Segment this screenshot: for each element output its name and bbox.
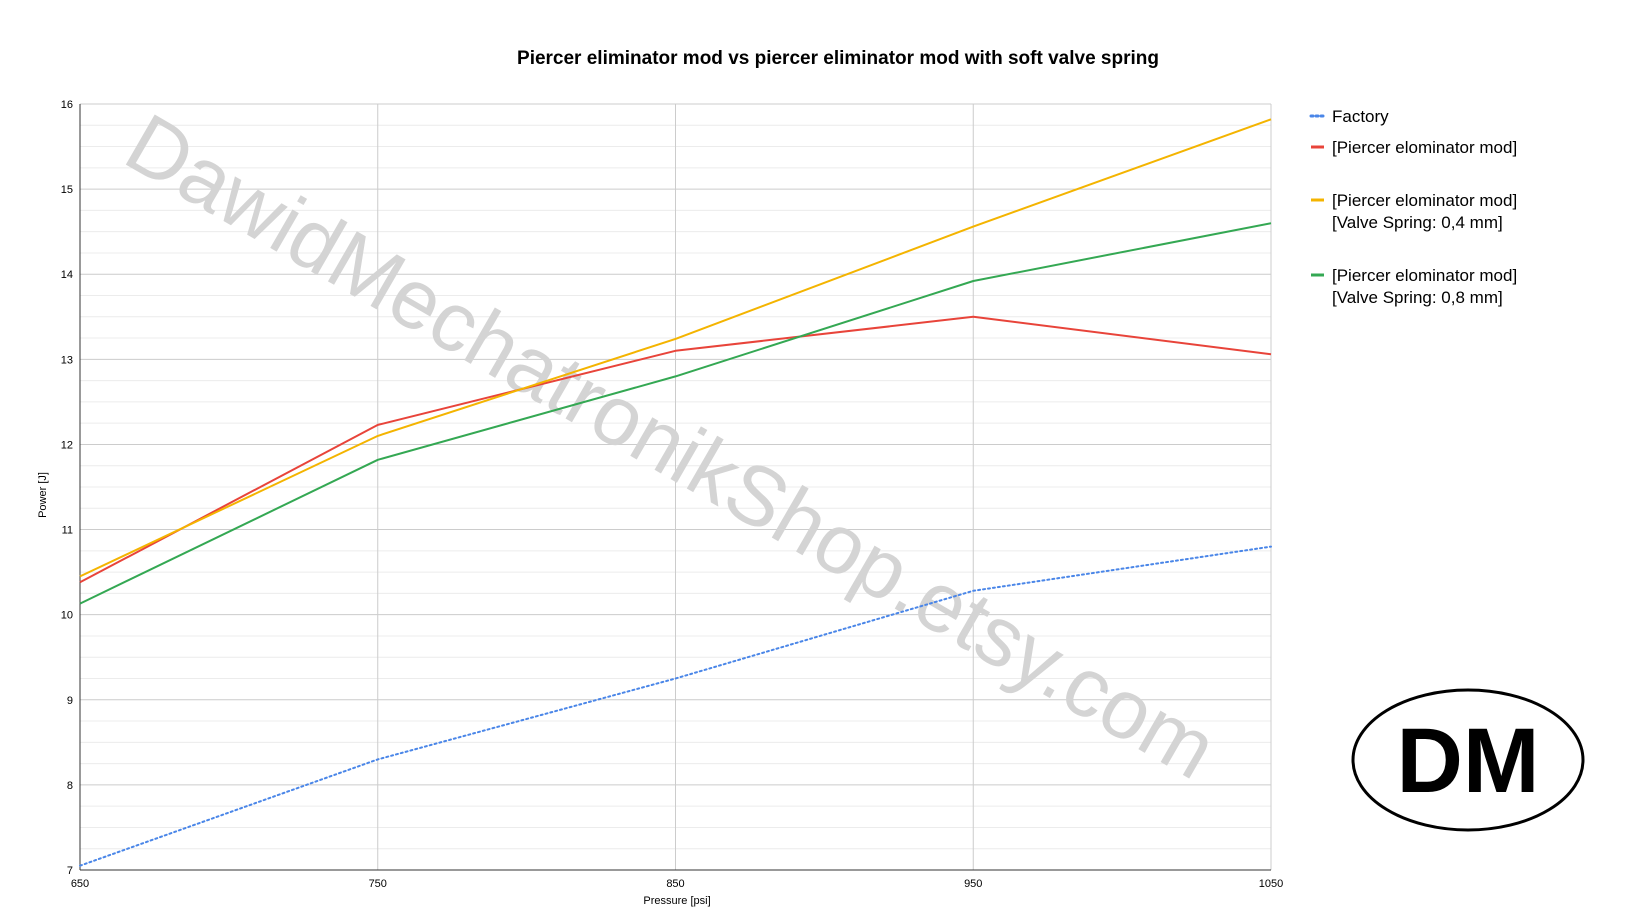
series-line-2 <box>79 315 1272 584</box>
dm-logo: DM <box>1351 688 1585 832</box>
y-tick-label: 14 <box>61 269 73 281</box>
chart-title: Piercer eliminator mod vs piercer elimin… <box>517 48 1159 69</box>
x-tick-label: 950 <box>964 878 982 890</box>
legend-label: [Valve Spring: 0,8 mm] <box>1332 288 1503 307</box>
watermark: DawidMechatronikShop.etsy.com <box>111 95 1232 797</box>
legend-item: [Piercer elominator mod] <box>1311 138 1517 157</box>
y-tick-label: 13 <box>61 354 73 366</box>
y-tick-label: 7 <box>67 865 73 877</box>
y-tick-label: 15 <box>61 184 73 196</box>
series-line-3 <box>79 118 1272 578</box>
legend-label: [Piercer elominator mod] <box>1332 138 1517 157</box>
x-tick-label: 650 <box>71 878 89 890</box>
y-tick-label: 11 <box>62 525 73 537</box>
x-tick-label: 750 <box>369 878 387 890</box>
y-tick-label: 9 <box>67 695 73 707</box>
tick-labels: 7 8 9 10 11 12 13 14 15 16 650 750 850 950 1050 <box>61 99 1283 890</box>
x-axis-label: Pressure [psi] <box>643 895 710 907</box>
legend-item: [Piercer elominator mod] [Valve Spring: 0… <box>1311 266 1517 307</box>
logo-text: DM <box>1396 710 1539 812</box>
series-line-4 <box>79 222 1272 605</box>
logo-ellipse <box>1351 688 1585 832</box>
series-lines <box>79 118 1272 867</box>
y-tick-label: 12 <box>61 439 73 451</box>
y-axis-label: Power [J] <box>37 472 49 518</box>
x-tick-label: 1050 <box>1259 878 1283 890</box>
legend-item: [Piercer elominator mod] [Valve Spring: 0… <box>1311 191 1517 232</box>
legend-label: [Piercer elominator mod] <box>1332 191 1517 210</box>
series-line-1 <box>79 545 1272 867</box>
legend-item: Factory <box>1309 107 1389 126</box>
y-tick-label: 10 <box>61 610 73 622</box>
y-tick-label: 8 <box>67 780 73 792</box>
legend-label: [Valve Spring: 0,4 mm] <box>1332 213 1503 232</box>
axes <box>79 104 1271 871</box>
legend-label: Factory <box>1332 107 1389 126</box>
legend: Factory[Piercer elominator mod][Piercer … <box>1309 107 1517 307</box>
y-tick-label: 16 <box>61 99 73 111</box>
legend-label: [Piercer elominator mod] <box>1332 266 1517 285</box>
x-tick-label: 850 <box>666 878 684 890</box>
